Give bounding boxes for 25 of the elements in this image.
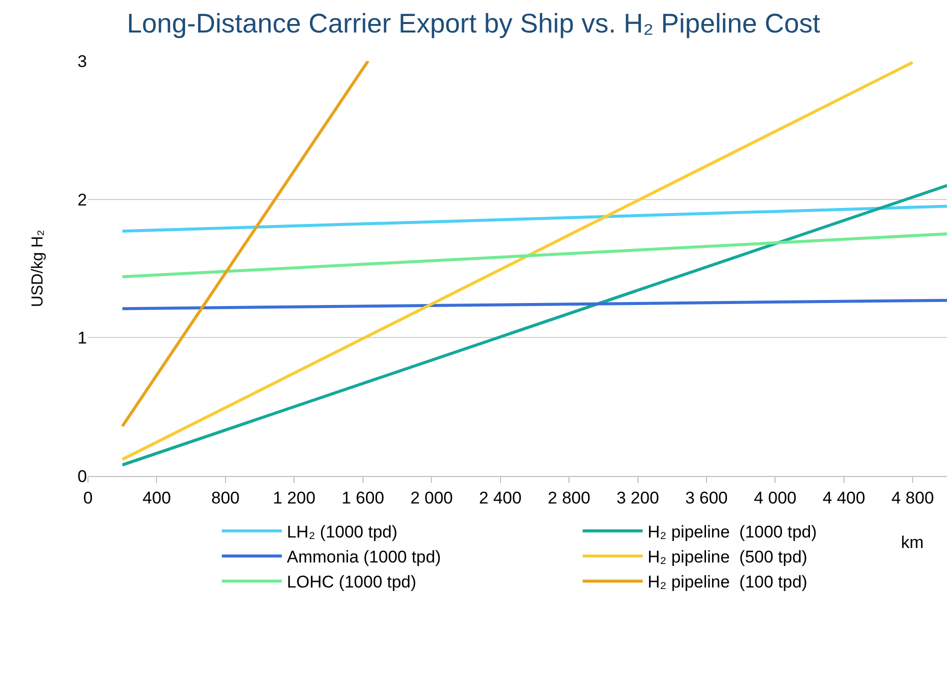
y-axis-title: USD/kg H₂ xyxy=(29,230,46,308)
chart-title: Long-Distance Carrier Export by Ship vs. H₂ Pipeline Cost xyxy=(126,8,821,39)
legend-label: LH₂ (1000 tpd) xyxy=(286,522,398,542)
x-axis-title: km xyxy=(901,533,924,552)
y-tick-label: 3 xyxy=(78,52,87,71)
legend-label: H₂ pipeline (1000 tpd) xyxy=(648,522,817,542)
x-tick-label: 1 200 xyxy=(272,488,316,508)
x-tick-label: 4 400 xyxy=(822,488,866,508)
legend-label: Ammonia (1000 tpd) xyxy=(286,548,441,567)
x-tick-label: 3 600 xyxy=(685,488,728,508)
y-tick-label: 0 xyxy=(78,466,87,486)
legend-label: LOHC (1000 tpd) xyxy=(286,572,416,592)
x-tick-label: 400 xyxy=(142,488,171,508)
legend-label: H₂ pipeline (100 tpd) xyxy=(648,572,808,592)
x-tick-label: 800 xyxy=(211,488,240,508)
y-tick-label: 2 xyxy=(78,190,87,210)
y-tick-label: 1 xyxy=(78,328,87,348)
x-tick-label: 2 000 xyxy=(410,488,453,508)
legend-label: H₂ pipeline (500 tpd) xyxy=(648,548,808,567)
x-tick-label: 2 400 xyxy=(479,488,522,508)
x-tick-label: 4 800 xyxy=(891,488,934,508)
x-tick-label: 1 600 xyxy=(342,488,384,508)
x-tick-label: 3 200 xyxy=(616,488,660,508)
x-tick-label: 2 800 xyxy=(548,488,590,508)
x-tick-label: 4 000 xyxy=(754,488,796,508)
